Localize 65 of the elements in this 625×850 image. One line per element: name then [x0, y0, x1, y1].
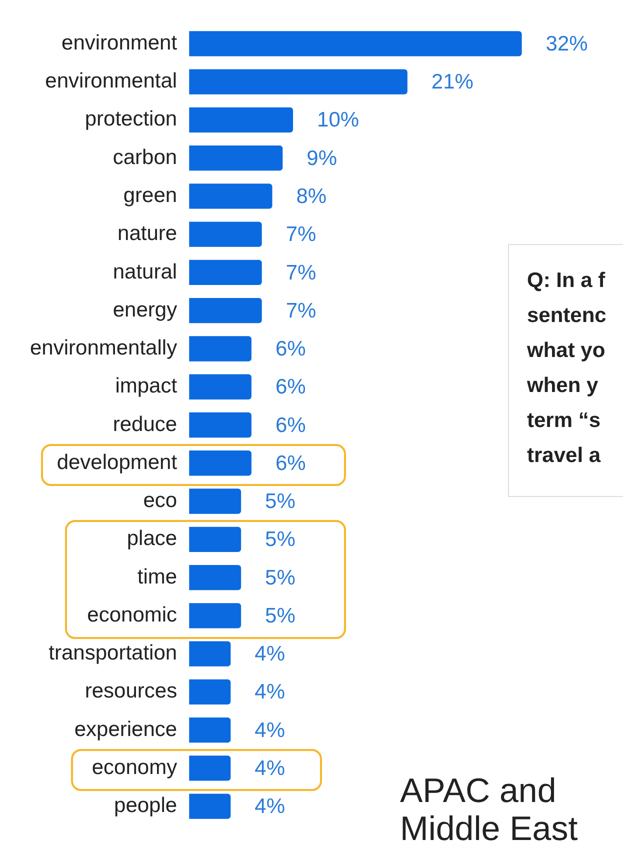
bar	[189, 374, 252, 400]
y-tick-label: environmental	[45, 70, 178, 93]
question-card: Q: In a f sentenc what yo when y term “s travel a	[508, 244, 623, 497]
y-tick-label: transportation	[48, 642, 178, 665]
data-label: 6%	[275, 338, 306, 361]
y-tick-label: carbon	[112, 146, 178, 169]
y-tick-label: economy	[92, 756, 178, 779]
data-label: 4%	[254, 756, 286, 780]
data-label: 6%	[275, 452, 306, 475]
bar	[189, 717, 231, 743]
bar	[189, 794, 231, 819]
data-label: 7%	[286, 299, 316, 322]
bar	[189, 222, 262, 247]
y-tick-label: resources	[84, 680, 178, 703]
y-tick-label: economic	[87, 603, 178, 626]
y-tick-label: nature	[118, 222, 178, 246]
annotation: APAC and Middle East	[400, 772, 579, 848]
y-tick-label: protection	[84, 108, 178, 131]
data-label: 21%	[431, 70, 474, 94]
y-tick-label: eco	[143, 489, 178, 512]
data-label: 4%	[254, 680, 286, 704]
data-label: 5%	[265, 566, 296, 590]
data-label: 32%	[546, 32, 588, 56]
bar	[189, 107, 294, 133]
y-tick-label: environment	[62, 31, 178, 54]
bar	[189, 260, 262, 286]
bar	[189, 641, 231, 666]
bar	[189, 412, 252, 438]
data-label: 5%	[265, 490, 296, 514]
y-tick-label: impact	[115, 374, 178, 398]
bar	[189, 69, 408, 94]
bar	[189, 756, 231, 781]
data-label: 7%	[286, 261, 316, 284]
data-label: 5%	[265, 604, 296, 628]
bar	[189, 31, 522, 56]
data-label: 6%	[275, 414, 306, 437]
y-tick-label: green	[123, 184, 178, 207]
bar	[189, 526, 242, 552]
bar	[189, 564, 242, 590]
data-label: 4%	[254, 795, 286, 818]
data-label: 7%	[286, 223, 316, 246]
data-label: 4%	[254, 642, 286, 666]
bar	[189, 450, 252, 476]
data-label: 6%	[275, 376, 306, 399]
y-tick-label: energy	[112, 298, 178, 322]
y-tick-label: environmentally	[30, 336, 178, 360]
data-label: 5%	[265, 528, 296, 552]
y-tick-label: experience	[74, 718, 178, 741]
y-tick-label: time	[137, 565, 178, 588]
bar	[189, 336, 252, 362]
data-label: 4%	[254, 718, 286, 742]
y-tick-label: reduce	[112, 412, 178, 436]
bar	[189, 603, 242, 628]
bar	[189, 145, 283, 171]
data-label: 10%	[317, 108, 360, 132]
bar	[189, 488, 242, 514]
y-tick-label: development	[56, 450, 178, 474]
y-tick-label: people	[114, 794, 178, 818]
data-label: 9%	[306, 146, 338, 170]
y-tick-label: natural	[112, 260, 178, 284]
y-tick-label: place	[126, 527, 178, 550]
bar	[189, 184, 272, 209]
data-label: 8%	[296, 184, 327, 208]
bar	[189, 298, 262, 324]
bar	[189, 679, 231, 705]
